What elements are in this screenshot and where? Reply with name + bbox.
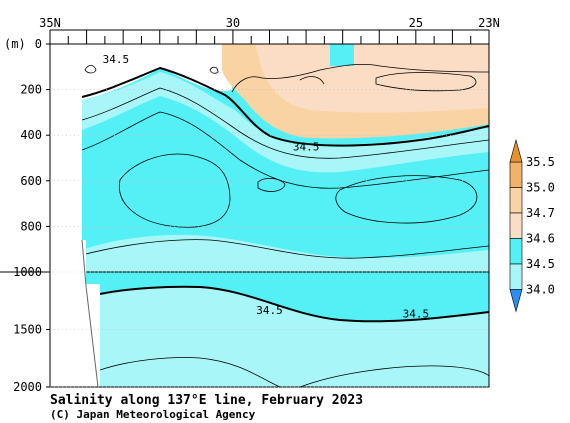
colorbar-lower-arrow: [509, 289, 523, 313]
y-axis: 0 200 400 600 800 1000 1500 2000: [13, 37, 489, 394]
x-tick-label: 25: [409, 16, 423, 30]
thick-contours-34-5: [81, 66, 490, 323]
chart-title: Salinity along 137°E line, February 2023: [50, 393, 363, 408]
contour-line: [257, 178, 286, 192]
contour-line: [375, 72, 477, 92]
y-tick-label: 800: [20, 219, 42, 233]
colorbar-level-label: 34.6: [526, 232, 555, 246]
x-tick-label: 23N: [478, 16, 500, 30]
region-low-salinity-deep: [100, 286, 489, 387]
x-tick-label: 35N: [39, 16, 61, 30]
y-tick-label: 2000: [13, 380, 42, 394]
contour-label: 34.5: [403, 307, 430, 320]
contour-line: [335, 175, 478, 224]
contour-label: 34.5: [256, 304, 283, 317]
contour-line: [209, 66, 219, 74]
contour-line: [81, 87, 490, 159]
bottom-profile-line: [85, 285, 99, 388]
contour-line: [118, 153, 231, 228]
contour-34-5-deep: [99, 285, 490, 323]
colorbar: 35.5 35.0 34.7 34.6 34.5 34.0: [509, 138, 555, 313]
colorbar-upper-arrow: [509, 138, 523, 163]
region-high-salinity-core: [255, 44, 489, 113]
contour-line: [231, 63, 490, 93]
contour-line: [81, 239, 490, 259]
chart-credit: (C) Japan Meteorological Agency: [50, 408, 256, 421]
colorbar-segment: [509, 187, 523, 214]
contour-labels: 34.5 34.5 34.5 34.5: [103, 53, 430, 321]
x-axis: 35N 30 25 23N: [39, 16, 500, 44]
plot-area: [0, 43, 490, 388]
colorbar-level-label: 35.0: [526, 181, 555, 195]
contour-line: [84, 65, 97, 74]
colorbar-level-label: 34.5: [526, 257, 555, 271]
y-tick-label: 1500: [13, 323, 42, 337]
y-tick-label: 0: [35, 37, 42, 51]
bottom-profile-line: [81, 239, 87, 287]
y-tick-label: 400: [20, 128, 42, 142]
region-surface-cyan-patch: [330, 44, 354, 66]
contour-label: 34.5: [103, 53, 130, 66]
contour-line: [81, 111, 490, 189]
y-tick-label: 1000: [13, 265, 42, 279]
y-tick-label: 600: [20, 174, 42, 188]
colorbar-segment: [509, 238, 523, 265]
contour-34-5-upper: [81, 66, 490, 147]
contour-line: [299, 76, 325, 85]
y-tick-label: 200: [20, 83, 42, 97]
colorbar-level-label: 34.7: [526, 206, 555, 220]
contour-line: [99, 357, 281, 388]
thin-contours: [81, 63, 490, 388]
contour-line: [299, 365, 490, 388]
colorbar-segment: [509, 161, 523, 188]
contour-label: 34.5: [293, 141, 320, 154]
x-tick-label: 30: [226, 16, 240, 30]
colorbar-segment: [509, 263, 523, 290]
colorbar-level-label: 35.5: [526, 155, 555, 169]
y-axis-unit-label: (m): [4, 37, 26, 51]
colorbar-segment: [509, 212, 523, 239]
region-mid-depth: [82, 96, 489, 258]
colorbar-level-label: 34.0: [526, 283, 555, 297]
